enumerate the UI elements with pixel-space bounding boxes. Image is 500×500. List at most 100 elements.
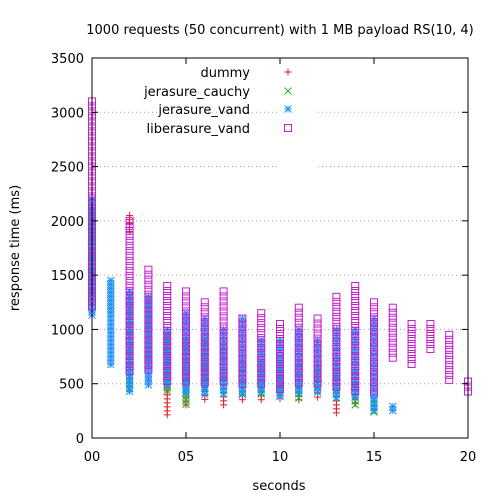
data-point [332,362,341,371]
data-point [257,324,266,333]
data-point [219,337,228,346]
data-point [125,276,134,285]
data-point [238,364,247,373]
data-point [351,372,360,380]
data-point [200,308,209,317]
data-point [200,323,209,332]
data-point [182,362,190,371]
data-point [370,358,378,367]
data-point [219,312,228,321]
data-point [370,303,378,312]
y-tick-label: 2000 [51,215,84,230]
data-point [219,307,228,316]
data-point [351,292,360,300]
data-point [294,358,303,367]
data-point [257,364,266,373]
data-point [125,291,134,300]
data-point [144,330,153,339]
data-point [163,332,172,340]
data-point [257,354,266,363]
data-point [276,320,284,328]
series-liberasure_vand [88,97,472,397]
data-point [125,301,134,310]
legend-label: liberasure_vand [146,122,250,137]
data-point [238,339,247,348]
data-point [351,352,360,360]
data-point [200,318,209,327]
data-point [219,362,228,371]
data-point [125,246,134,255]
data-point [163,357,172,365]
data-point [332,352,341,361]
data-point [351,387,360,395]
data-point [200,348,209,357]
data-point [238,324,247,333]
data-point [370,298,378,307]
data-point [370,373,378,382]
data-point [219,292,228,301]
data-point [257,349,266,358]
data-point [200,363,209,372]
data-point [219,322,228,331]
data-point [445,375,454,384]
data-point [125,296,134,305]
legend-marker [284,124,292,132]
data-point [125,261,134,270]
legend-label: jerasure_vand [157,103,250,118]
data-point [276,370,284,378]
data-point [125,281,134,290]
data-point [388,338,397,347]
data-point [370,368,378,377]
data-point [407,330,416,338]
data-point [182,400,190,409]
data-point [294,373,303,382]
data-point [238,344,247,353]
data-point [332,322,341,331]
data-point [163,317,172,325]
data-point [163,297,172,305]
data-point [182,367,190,376]
data-point [220,401,228,409]
data-point [125,256,134,265]
data-point [445,350,454,359]
data-point [163,302,172,310]
y-tick-label: 3500 [51,52,84,67]
data-point [144,315,153,324]
data-point [332,382,341,391]
data-point [370,343,378,352]
data-point [163,282,172,290]
data-point [370,318,378,327]
data-point [182,302,190,311]
data-point [332,347,341,356]
data-point [219,357,228,366]
data-point [313,359,322,368]
data-point [182,389,190,397]
data-point [200,298,209,307]
data-point [238,354,247,363]
x-axis-title: seconds [252,479,305,494]
data-point [351,322,360,330]
data-point [426,345,435,353]
data-point [125,387,134,396]
data-point [125,341,134,350]
data-point [163,312,172,320]
data-point [370,338,378,347]
data-point [200,390,209,399]
data-point [445,340,454,349]
data-point [125,366,134,375]
data-point [144,360,153,369]
data-point [200,303,209,312]
y-tick-label: 1500 [51,269,84,284]
data-point [407,340,416,348]
data-point [144,350,153,359]
data-point [125,306,134,315]
legend-label: jerasure_cauchy [143,85,250,100]
data-point [125,286,134,295]
data-point [351,367,360,375]
data-point [182,347,190,356]
data-point [313,334,322,343]
y-tick-label: 3000 [51,106,84,121]
data-point [370,388,378,397]
data-point [144,345,153,354]
data-point [219,377,228,386]
